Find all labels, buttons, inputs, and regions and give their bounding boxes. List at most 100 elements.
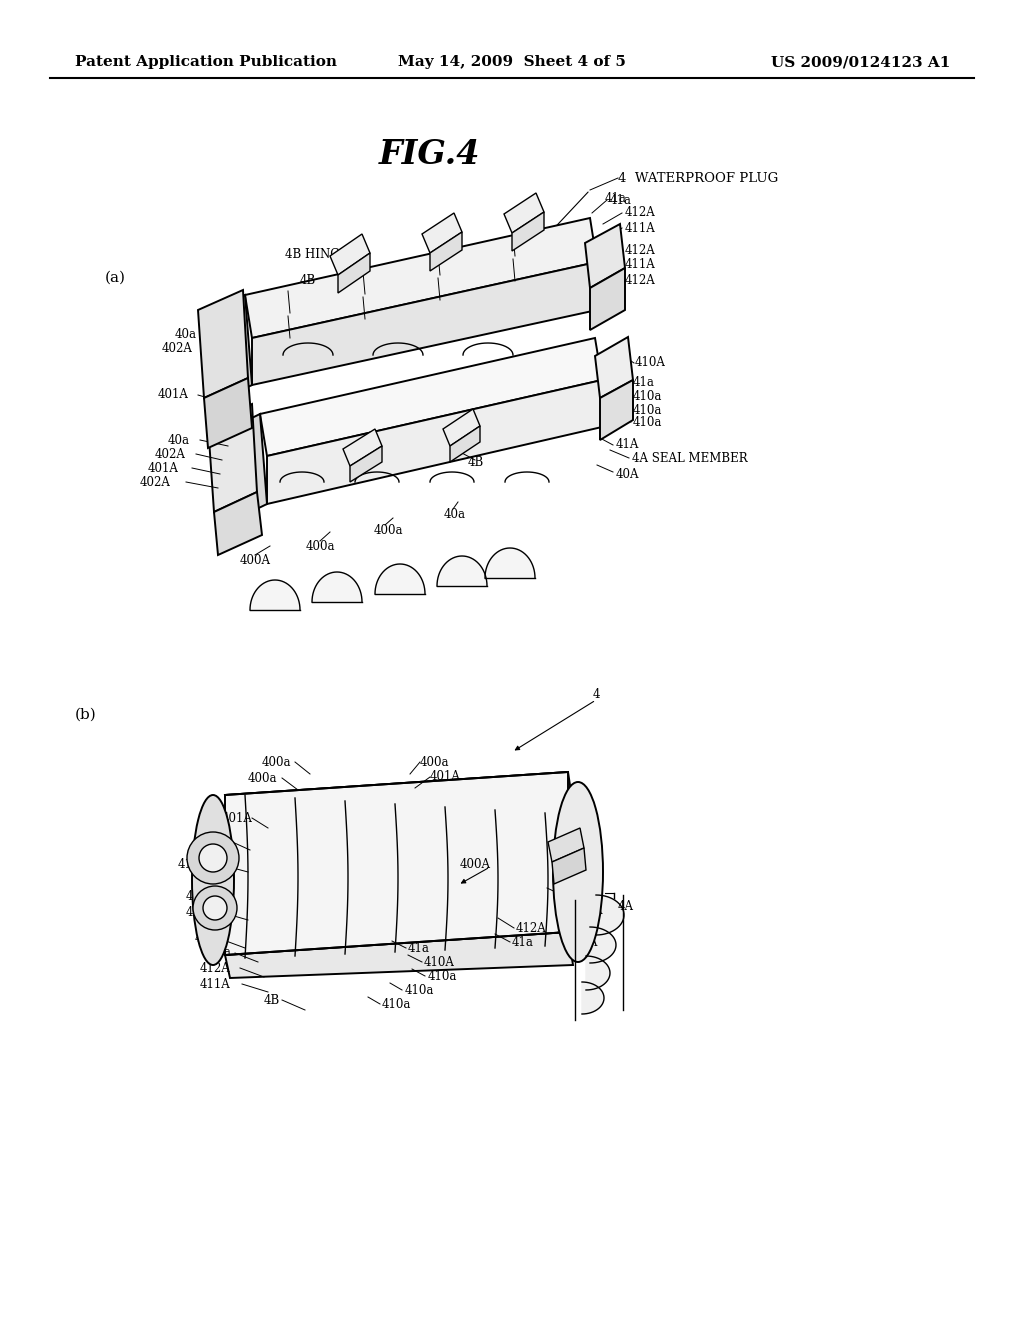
Text: 410a: 410a bbox=[633, 404, 663, 417]
Text: 40a: 40a bbox=[175, 327, 197, 341]
Text: 41a: 41a bbox=[512, 936, 534, 949]
Text: 41a: 41a bbox=[610, 194, 632, 206]
Text: 412A: 412A bbox=[625, 243, 655, 256]
Text: US 2009/0124123 A1: US 2009/0124123 A1 bbox=[771, 55, 950, 69]
Text: 400a: 400a bbox=[374, 524, 402, 536]
Polygon shape bbox=[552, 847, 586, 884]
Polygon shape bbox=[590, 927, 616, 964]
Text: 411A: 411A bbox=[625, 222, 655, 235]
Polygon shape bbox=[422, 213, 462, 253]
Text: 411A: 411A bbox=[186, 906, 217, 919]
Text: 411A: 411A bbox=[200, 978, 230, 990]
Text: 400a: 400a bbox=[420, 755, 450, 768]
Polygon shape bbox=[204, 378, 252, 447]
Text: 400A: 400A bbox=[460, 858, 490, 871]
Text: Patent Application Publication: Patent Application Publication bbox=[75, 55, 337, 69]
Text: 400a: 400a bbox=[262, 755, 292, 768]
Polygon shape bbox=[214, 492, 262, 554]
Text: May 14, 2009  Sheet 4 of 5: May 14, 2009 Sheet 4 of 5 bbox=[398, 55, 626, 69]
Text: 402A: 402A bbox=[140, 475, 171, 488]
Text: 40A: 40A bbox=[616, 469, 640, 482]
Text: 4  WATERPROOF PLUG: 4 WATERPROOF PLUG bbox=[618, 172, 778, 185]
Text: 412A: 412A bbox=[178, 858, 209, 870]
Polygon shape bbox=[375, 564, 425, 594]
Text: 412A: 412A bbox=[200, 961, 230, 974]
Polygon shape bbox=[585, 224, 625, 288]
Polygon shape bbox=[343, 429, 382, 466]
Text: 4B: 4B bbox=[186, 890, 203, 903]
Text: 41a: 41a bbox=[210, 946, 231, 960]
Polygon shape bbox=[443, 409, 480, 446]
Polygon shape bbox=[590, 268, 625, 330]
Text: 412A: 412A bbox=[516, 921, 547, 935]
Polygon shape bbox=[208, 404, 257, 512]
Polygon shape bbox=[210, 294, 252, 403]
Polygon shape bbox=[350, 446, 382, 482]
Text: 40a: 40a bbox=[565, 888, 587, 902]
Ellipse shape bbox=[203, 896, 227, 920]
Polygon shape bbox=[245, 218, 597, 338]
Text: 402A: 402A bbox=[162, 342, 193, 355]
Ellipse shape bbox=[193, 886, 237, 931]
Text: 410a: 410a bbox=[382, 998, 412, 1011]
Text: 41a: 41a bbox=[408, 941, 430, 954]
Polygon shape bbox=[267, 380, 602, 504]
Text: 40a: 40a bbox=[168, 433, 190, 446]
Ellipse shape bbox=[199, 843, 227, 873]
Polygon shape bbox=[596, 895, 624, 935]
Text: 411A: 411A bbox=[625, 259, 655, 272]
Polygon shape bbox=[225, 932, 573, 978]
Text: 410a: 410a bbox=[428, 969, 458, 982]
Text: 4B: 4B bbox=[195, 932, 211, 945]
Polygon shape bbox=[582, 982, 604, 1014]
Text: 401A: 401A bbox=[148, 462, 179, 474]
Text: 401A: 401A bbox=[222, 812, 253, 825]
Text: 401A: 401A bbox=[158, 388, 188, 401]
Polygon shape bbox=[450, 426, 480, 462]
Polygon shape bbox=[260, 338, 602, 455]
Text: 402A: 402A bbox=[155, 447, 186, 461]
Text: 410A: 410A bbox=[635, 356, 666, 370]
Text: 400a: 400a bbox=[248, 771, 278, 784]
Polygon shape bbox=[548, 828, 584, 862]
Text: (a): (a) bbox=[105, 271, 126, 285]
Polygon shape bbox=[600, 380, 633, 440]
Text: 400a: 400a bbox=[305, 540, 335, 553]
Text: 4B HINGE: 4B HINGE bbox=[285, 248, 348, 261]
Text: 40A: 40A bbox=[580, 903, 603, 916]
Text: 4B: 4B bbox=[468, 455, 484, 469]
Polygon shape bbox=[312, 572, 362, 602]
Text: FIG.4: FIG.4 bbox=[379, 139, 480, 172]
Polygon shape bbox=[225, 772, 568, 954]
Polygon shape bbox=[227, 414, 267, 520]
Text: 400A: 400A bbox=[240, 553, 270, 566]
Text: 4B: 4B bbox=[264, 994, 281, 1006]
Text: 40a: 40a bbox=[444, 507, 466, 520]
Text: 4: 4 bbox=[592, 689, 600, 701]
Polygon shape bbox=[198, 290, 248, 399]
Polygon shape bbox=[430, 232, 462, 271]
Polygon shape bbox=[485, 548, 535, 578]
Text: 4B: 4B bbox=[300, 273, 316, 286]
Polygon shape bbox=[504, 193, 544, 234]
Polygon shape bbox=[338, 253, 370, 293]
Polygon shape bbox=[595, 337, 633, 399]
Text: 410a: 410a bbox=[633, 416, 663, 429]
Text: 41A: 41A bbox=[575, 936, 598, 949]
Text: 41A: 41A bbox=[616, 438, 639, 451]
Polygon shape bbox=[250, 579, 300, 610]
Text: 41a: 41a bbox=[633, 376, 655, 389]
Polygon shape bbox=[252, 261, 597, 385]
Ellipse shape bbox=[187, 832, 239, 884]
Polygon shape bbox=[586, 956, 610, 990]
Text: 41a: 41a bbox=[605, 191, 627, 205]
Text: 412A: 412A bbox=[625, 273, 655, 286]
Polygon shape bbox=[225, 772, 573, 818]
Text: 412A: 412A bbox=[625, 206, 655, 219]
Polygon shape bbox=[512, 213, 544, 251]
Polygon shape bbox=[437, 556, 487, 586]
Text: 41a: 41a bbox=[200, 833, 222, 846]
Text: 410a: 410a bbox=[633, 389, 663, 403]
Polygon shape bbox=[330, 234, 370, 275]
Text: 4A: 4A bbox=[618, 899, 634, 912]
